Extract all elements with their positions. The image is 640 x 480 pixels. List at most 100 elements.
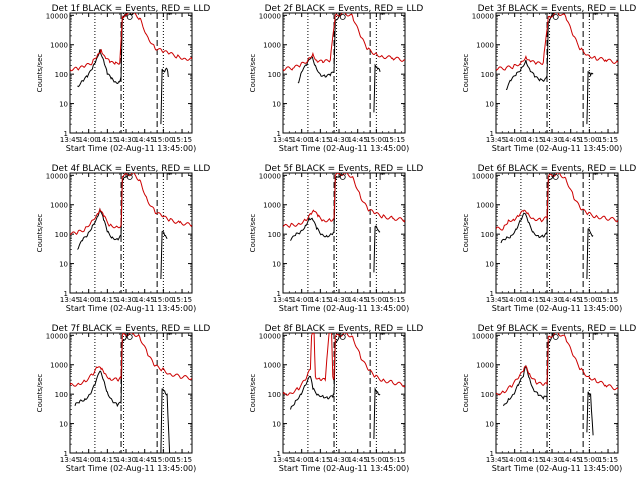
y-tick-label: 10 (485, 101, 494, 109)
x-tick-label: 14:15 (310, 296, 330, 304)
x-tick-label: 15:15 (172, 456, 192, 464)
y-tick-label: 10 (272, 421, 281, 429)
lld-series-line (70, 173, 192, 236)
x-axis-label: Start Time (02-Aug-11 13:45:00) (279, 464, 410, 473)
lld-series-line (70, 333, 192, 387)
y-tick-label: 10000 (472, 12, 494, 20)
events-series-line (373, 225, 381, 273)
x-tick-label: 14:45 (135, 136, 155, 144)
events-series-line (290, 173, 342, 241)
chart-panel: Det 1f BLACK = Events, RED = LLD Counts/s… (36, 4, 210, 153)
y-tick-label: 10 (272, 261, 281, 269)
y-tick-label: 1 (490, 290, 494, 298)
x-tick-label: 14:30 (542, 136, 562, 144)
chart-title: Det 9f BLACK = Events, RED = LLD (478, 324, 637, 334)
y-tick-label: 1000 (476, 362, 494, 370)
x-tick-label: 14:45 (561, 136, 581, 144)
x-tick-label: 14:30 (329, 296, 349, 304)
x-tick-label: 14:45 (561, 456, 581, 464)
x-tick-label: 14:45 (348, 136, 368, 144)
attenuator-marker (592, 13, 599, 20)
events-series-line (77, 173, 129, 250)
x-tick-label: 13:45 (273, 136, 293, 144)
y-axis-label: Counts/sec (36, 214, 44, 253)
x-tick-label: 15:00 (153, 136, 173, 144)
x-tick-label: 15:15 (172, 136, 192, 144)
plot-frame (495, 12, 619, 134)
x-tick-label: 14:00 (292, 456, 312, 464)
events-series-line (74, 333, 129, 408)
y-tick-label: 10 (272, 101, 281, 109)
y-tick-label: 10000 (46, 332, 68, 340)
x-tick-label: 15:15 (598, 296, 618, 304)
y-tick-label: 10 (485, 261, 494, 269)
y-tick-label: 10000 (46, 172, 68, 180)
chart-title: Det 6f BLACK = Events, RED = LLD (478, 164, 637, 174)
y-axis-label: Counts/sec (462, 374, 470, 413)
x-axis-label: Start Time (02-Aug-11 13:45:00) (279, 304, 410, 313)
x-tick-label: 14:15 (310, 136, 330, 144)
x-tick-label: 15:15 (172, 296, 192, 304)
plot-frame (282, 12, 406, 134)
attenuator-marker (166, 333, 173, 340)
x-tick-label: 14:30 (116, 296, 136, 304)
attenuator-marker (379, 333, 386, 340)
y-axis-label: Counts/sec (249, 214, 257, 253)
lld-series-line (496, 13, 618, 71)
attenuator-marker (552, 14, 559, 20)
y-tick-label: 100 (268, 231, 281, 239)
x-tick-label: 15:00 (153, 296, 173, 304)
y-axis-label: Counts/sec (462, 214, 470, 253)
chart-title: Det 3f BLACK = Events, RED = LLD (478, 4, 637, 14)
chart-panel: Det 8f BLACK = Events, RED = LLD Counts/s… (249, 324, 423, 473)
plot-frame (69, 332, 193, 454)
x-axis-label: Start Time (02-Aug-11 13:45:00) (66, 144, 197, 153)
x-axis-label: Start Time (02-Aug-11 13:45:00) (66, 464, 197, 473)
x-tick-label: 14:15 (523, 456, 543, 464)
y-tick-label: 100 (481, 231, 494, 239)
plot-frame (282, 172, 406, 294)
x-tick-label: 15:15 (598, 136, 618, 144)
chart-panel: Det 9f BLACK = Events, RED = LLD Counts/s… (462, 324, 636, 473)
y-tick-label: 1 (64, 290, 68, 298)
x-tick-label: 15:00 (579, 456, 599, 464)
plot-frame (69, 172, 193, 294)
attenuator-marker (339, 14, 346, 20)
attenuator-marker (379, 173, 386, 180)
events-series-line (586, 391, 594, 436)
attenuator-marker (339, 334, 346, 340)
chart-title: Det 7f BLACK = Events, RED = LLD (52, 324, 211, 334)
attenuator-marker (166, 173, 173, 180)
chart-title: Det 4f BLACK = Events, RED = LLD (52, 164, 211, 174)
y-tick-label: 1000 (476, 42, 494, 50)
chart-title: Det 2f BLACK = Events, RED = LLD (265, 4, 424, 14)
lld-series-line (70, 13, 192, 72)
x-tick-label: 14:00 (505, 136, 525, 144)
x-tick-label: 14:45 (561, 296, 581, 304)
y-tick-label: 1 (277, 450, 281, 458)
chart-title: Det 5f BLACK = Events, RED = LLD (265, 164, 424, 174)
x-tick-label: 15:00 (366, 136, 386, 144)
lld-series-line (496, 173, 618, 231)
attenuator-marker (592, 333, 599, 340)
lld-series-line (283, 333, 405, 396)
y-tick-label: 1000 (50, 202, 68, 210)
x-axis-label: Start Time (02-Aug-11 13:45:00) (279, 144, 410, 153)
events-series-line (586, 228, 594, 280)
y-axis-label: Counts/sec (36, 54, 44, 93)
y-tick-label: 100 (55, 71, 68, 79)
x-tick-label: 14:30 (329, 456, 349, 464)
y-tick-label: 100 (481, 391, 494, 399)
attenuator-marker (592, 173, 599, 180)
y-tick-label: 100 (55, 231, 68, 239)
x-tick-label: 14:45 (135, 296, 155, 304)
x-tick-label: 14:00 (292, 136, 312, 144)
y-tick-label: 100 (481, 71, 494, 79)
x-tick-label: 13:45 (486, 136, 506, 144)
events-series-line (505, 13, 555, 90)
events-series-line (297, 13, 342, 84)
x-tick-label: 14:00 (505, 456, 525, 464)
plot-frame (495, 332, 619, 454)
x-tick-label: 13:45 (273, 296, 293, 304)
